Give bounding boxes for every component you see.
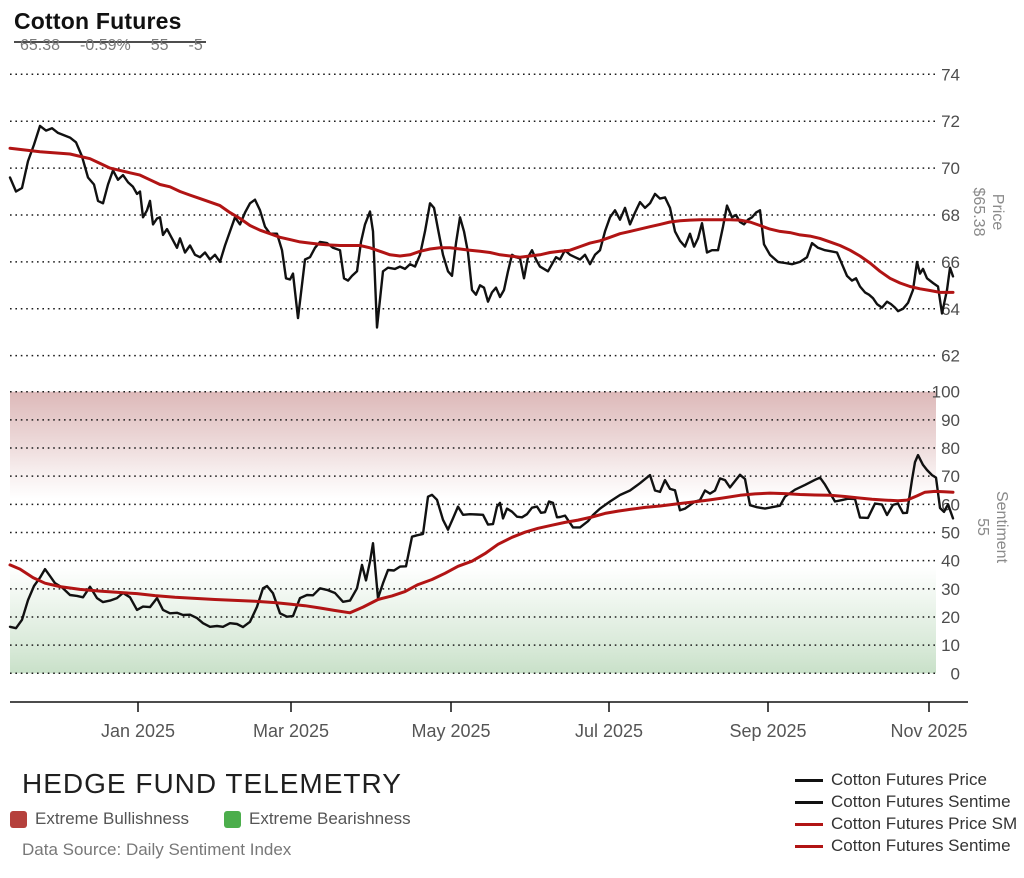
price-ytick-68: 68: [941, 206, 960, 225]
sentiment-axis-title: Sentiment 55: [973, 485, 1011, 569]
legend-label: Cotton Futures Price: [831, 770, 987, 789]
price-axis-label: Price: [989, 193, 1006, 231]
brand-wordmark: HEDGE FUND TELEMETRY: [22, 768, 402, 799]
sentiment-value: 55: [150, 37, 169, 54]
sentiment-axis-current-value: 55: [974, 518, 991, 536]
x-tick-label: Jul 2025: [575, 721, 643, 741]
title-underline: [14, 41, 206, 43]
sentiment-ytick-70: 70: [941, 467, 960, 486]
legend-line-swatch: [795, 778, 823, 782]
sentiment-ytick-20: 20: [941, 608, 960, 627]
price-ytick-72: 72: [941, 112, 960, 131]
legend-line-swatch: [795, 844, 823, 848]
x-tick-label: Sep 2025: [729, 721, 806, 741]
sentiment-extreme-zones: [10, 391, 936, 674]
price-ytick-74: 74: [941, 65, 960, 84]
chart-canvas: 747270686664621009080706050403020100Jan …: [8, 65, 968, 741]
price-ytick-62: 62: [941, 347, 960, 366]
price-axis-current-value: $65.38: [970, 187, 987, 237]
legend-line-swatch: [795, 800, 823, 804]
legend-line-swatch: [795, 822, 823, 826]
bearish-zone-label: Extreme Bearishness: [249, 809, 411, 828]
price-ytick-66: 66: [941, 253, 960, 272]
legend-label: Cotton Futures Sentime: [831, 836, 1011, 855]
data-source-note: Data Source: Daily Sentiment Index: [22, 840, 292, 859]
sentiment-ytick-0: 0: [951, 664, 960, 683]
quote-summary: 65.38 -0.59% 55 -5: [20, 37, 203, 55]
price-change-pct: -0.59%: [80, 37, 131, 54]
legend-label: Cotton Futures Sentime: [831, 792, 1011, 811]
price-series-line-1: [8, 146, 955, 294]
sentiment-axis-label: Sentiment: [993, 490, 1010, 564]
x-tick-label: Jan 2025: [101, 721, 175, 741]
sentiment-ytick-90: 90: [941, 411, 960, 430]
legend-row-1: Cotton Futures Sentime: [795, 791, 1017, 813]
legend-row-0: Cotton Futures Price: [795, 769, 1017, 791]
sentiment-ytick-40: 40: [941, 552, 960, 571]
sentiment-ytick-100: 100: [932, 383, 960, 402]
sentiment-ytick-80: 80: [941, 439, 960, 458]
extreme-bearishness-legend: Extreme Bearishness: [224, 809, 411, 829]
sentiment-ytick-50: 50: [941, 524, 960, 543]
legend-label: Cotton Futures Price SM: [831, 814, 1018, 833]
x-tick-label: Mar 2025: [253, 721, 329, 741]
bearish-zone-swatch: [224, 810, 241, 828]
bullish-zone-label: Extreme Bullishness: [35, 809, 190, 828]
sentiment-ytick-30: 30: [941, 580, 960, 599]
x-tick-label: May 2025: [411, 721, 490, 741]
legend-row-3: Cotton Futures Sentime: [795, 835, 1017, 857]
sentiment-ytick-10: 10: [941, 636, 960, 655]
legend-row-2: Cotton Futures Price SM: [795, 813, 1017, 835]
series-legend: Cotton Futures Price Cotton Futures Senti…: [795, 769, 1017, 857]
page-title: Cotton Futures: [14, 8, 182, 34]
x-tick-label: Nov 2025: [890, 721, 967, 741]
last-price: 65.38: [20, 37, 61, 54]
bullish-zone-swatch: [10, 810, 27, 828]
price-ytick-70: 70: [941, 159, 960, 178]
price-ytick-64: 64: [941, 300, 960, 319]
price-axis-title: Price $65.38: [969, 172, 1007, 252]
price-series-line-0: [8, 124, 955, 329]
sentiment-series-line-1: [8, 489, 955, 615]
sentiment-series-line-0: [8, 453, 955, 630]
sentiment-change: -5: [188, 37, 203, 54]
extreme-bullishness-legend: Extreme Bullishness: [10, 809, 189, 829]
